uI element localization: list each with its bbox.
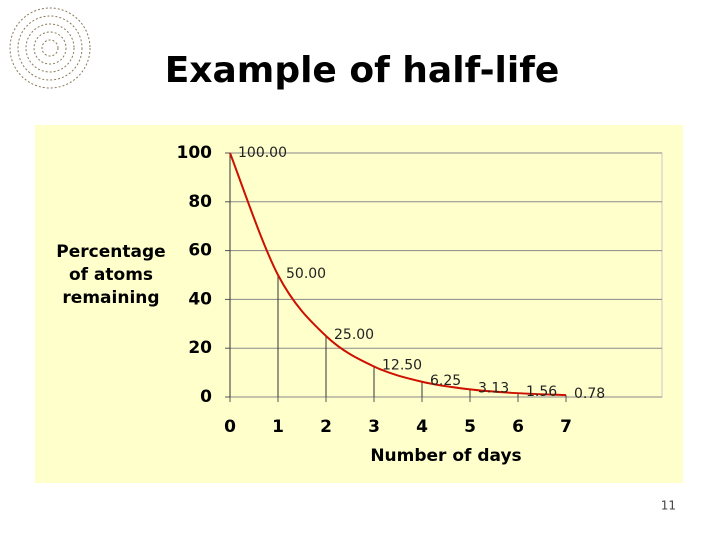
- value-label: 0.78: [574, 386, 605, 402]
- value-label: 1.56: [526, 384, 557, 400]
- slide-title: Example of half-life: [165, 50, 560, 91]
- y-axis-label: remaining: [62, 288, 159, 308]
- value-label: 12.50: [382, 358, 422, 374]
- chart-background: [35, 125, 683, 483]
- slide-number: 11: [661, 499, 676, 513]
- x-axis-label: Number of days: [370, 446, 521, 466]
- y-tick-label: 0: [200, 387, 212, 407]
- x-tick-label: 6: [512, 417, 524, 437]
- x-tick-label: 4: [416, 417, 428, 437]
- curve: [229, 152, 567, 397]
- x-tick-label: 0: [224, 417, 236, 437]
- value-label: 100.00: [238, 145, 287, 161]
- x-tick-label: 3: [368, 417, 380, 437]
- x-tick-label: 2: [320, 417, 332, 437]
- value-label: 3.13: [478, 380, 509, 396]
- value-label: 25.00: [334, 327, 374, 343]
- y-tick-label: 40: [188, 289, 212, 309]
- logo: [9, 7, 91, 89]
- y-tick-label: 60: [188, 241, 212, 261]
- y-axis-label: of atoms: [69, 265, 153, 285]
- y-tick-label: 80: [188, 192, 212, 212]
- x-tick-label: 5: [464, 417, 476, 437]
- x-tick-label: 1: [272, 417, 284, 437]
- y-axis-label: Percentage: [56, 242, 165, 262]
- value-label: 6.25: [430, 373, 461, 389]
- y-tick-label: 20: [188, 338, 212, 358]
- x-tick-label: 7: [560, 417, 572, 437]
- value-label: 50.00: [286, 266, 326, 282]
- y-tick-label: 100: [177, 143, 213, 163]
